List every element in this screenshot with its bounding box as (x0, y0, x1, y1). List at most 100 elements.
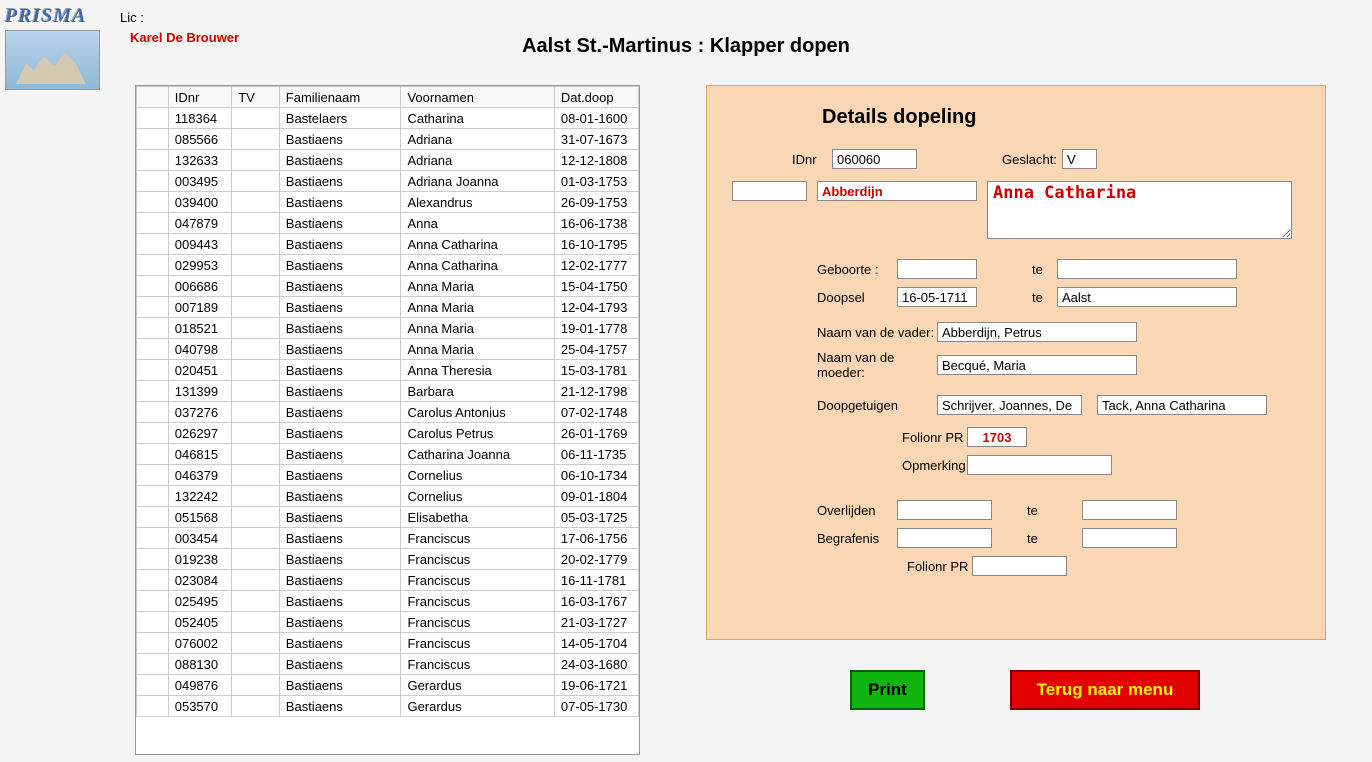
table-cell[interactable]: Franciscus (401, 549, 554, 570)
table-cell[interactable]: 037276 (168, 402, 231, 423)
table-cell[interactable]: 023084 (168, 570, 231, 591)
table-cell[interactable]: Bastiaens (279, 192, 401, 213)
geboorte-place[interactable] (1057, 259, 1237, 279)
table-cell[interactable]: Franciscus (401, 591, 554, 612)
table-cell[interactable] (137, 297, 169, 318)
table-row[interactable]: 040798BastiaensAnna Maria25-04-1757 (137, 339, 639, 360)
table-row[interactable]: 039400BastiaensAlexandrus26-09-1753 (137, 192, 639, 213)
records-table-scroll[interactable]: IDnr TV Familienaam Voornamen Dat.doop 1… (136, 86, 639, 754)
table-cell[interactable] (137, 633, 169, 654)
table-cell[interactable]: 26-09-1753 (554, 192, 638, 213)
table-cell[interactable]: 132242 (168, 486, 231, 507)
table-cell[interactable] (232, 465, 280, 486)
table-row[interactable]: 132633BastiaensAdriana12-12-1808 (137, 150, 639, 171)
table-cell[interactable]: Bastiaens (279, 675, 401, 696)
familienaam-value[interactable] (817, 181, 977, 201)
table-cell[interactable]: 052405 (168, 612, 231, 633)
table-cell[interactable]: Franciscus (401, 633, 554, 654)
table-cell[interactable] (232, 129, 280, 150)
table-cell[interactable]: 16-03-1767 (554, 591, 638, 612)
print-button[interactable]: Print (850, 670, 925, 710)
table-cell[interactable]: 049876 (168, 675, 231, 696)
table-cell[interactable]: 132633 (168, 150, 231, 171)
table-cell[interactable] (137, 360, 169, 381)
table-cell[interactable]: Barbara (401, 381, 554, 402)
table-cell[interactable]: Elisabetha (401, 507, 554, 528)
table-cell[interactable]: 21-12-1798 (554, 381, 638, 402)
table-cell[interactable]: 15-03-1781 (554, 360, 638, 381)
table-cell[interactable]: Bastiaens (279, 402, 401, 423)
table-cell[interactable]: 051568 (168, 507, 231, 528)
table-cell[interactable] (232, 108, 280, 129)
folio-value[interactable] (967, 427, 1027, 447)
col-familienaam[interactable]: Familienaam (279, 87, 401, 108)
table-cell[interactable]: Bastiaens (279, 297, 401, 318)
table-cell[interactable] (232, 297, 280, 318)
table-cell[interactable]: 118364 (168, 108, 231, 129)
table-cell[interactable] (137, 381, 169, 402)
table-cell[interactable] (137, 654, 169, 675)
table-cell[interactable]: Catharina Joanna (401, 444, 554, 465)
table-cell[interactable]: Anna Catharina (401, 234, 554, 255)
table-row[interactable]: 118364BastelaersCatharina08-01-1600 (137, 108, 639, 129)
doopsel-date[interactable] (897, 287, 977, 307)
table-cell[interactable] (232, 675, 280, 696)
table-cell[interactable]: Bastiaens (279, 654, 401, 675)
table-cell[interactable]: 039400 (168, 192, 231, 213)
table-cell[interactable] (137, 276, 169, 297)
table-cell[interactable]: 21-03-1727 (554, 612, 638, 633)
table-row[interactable]: 047879BastiaensAnna16-06-1738 (137, 213, 639, 234)
table-cell[interactable]: 007189 (168, 297, 231, 318)
moeder-value[interactable] (937, 355, 1137, 375)
table-row[interactable]: 131399BastiaensBarbara21-12-1798 (137, 381, 639, 402)
table-row[interactable]: 049876BastiaensGerardus19-06-1721 (137, 675, 639, 696)
table-cell[interactable] (137, 423, 169, 444)
table-cell[interactable]: Catharina (401, 108, 554, 129)
table-row[interactable]: 029953BastiaensAnna Catharina12-02-1777 (137, 255, 639, 276)
folio2-value[interactable] (972, 556, 1067, 576)
table-cell[interactable]: 25-04-1757 (554, 339, 638, 360)
table-cell[interactable] (137, 192, 169, 213)
table-row[interactable]: 020451BastiaensAnna Theresia15-03-1781 (137, 360, 639, 381)
vader-value[interactable] (937, 322, 1137, 342)
table-row[interactable]: 019238BastiaensFranciscus20-02-1779 (137, 549, 639, 570)
table-cell[interactable] (232, 591, 280, 612)
table-cell[interactable]: 006686 (168, 276, 231, 297)
table-cell[interactable]: Franciscus (401, 528, 554, 549)
table-cell[interactable]: Franciscus (401, 570, 554, 591)
table-cell[interactable]: Bastiaens (279, 507, 401, 528)
table-cell[interactable] (232, 381, 280, 402)
table-cell[interactable] (137, 108, 169, 129)
table-cell[interactable]: Bastiaens (279, 234, 401, 255)
table-cell[interactable] (232, 444, 280, 465)
name-prefix[interactable] (732, 181, 807, 201)
table-cell[interactable]: Bastiaens (279, 612, 401, 633)
table-row[interactable]: 132242BastiaensCornelius09-01-1804 (137, 486, 639, 507)
table-cell[interactable]: 09-01-1804 (554, 486, 638, 507)
table-cell[interactable]: Bastiaens (279, 549, 401, 570)
table-row[interactable]: 006686BastiaensAnna Maria15-04-1750 (137, 276, 639, 297)
table-cell[interactable]: Bastiaens (279, 696, 401, 717)
table-cell[interactable]: Bastiaens (279, 318, 401, 339)
table-cell[interactable]: 12-04-1793 (554, 297, 638, 318)
table-cell[interactable] (232, 360, 280, 381)
table-cell[interactable] (137, 402, 169, 423)
col-blank[interactable] (137, 87, 169, 108)
table-cell[interactable] (137, 171, 169, 192)
overlijden-place[interactable] (1082, 500, 1177, 520)
table-cell[interactable] (137, 213, 169, 234)
table-row[interactable]: 003454BastiaensFranciscus17-06-1756 (137, 528, 639, 549)
table-row[interactable]: 018521BastiaensAnna Maria19-01-1778 (137, 318, 639, 339)
table-cell[interactable]: Adriana (401, 129, 554, 150)
table-row[interactable]: 053570BastiaensGerardus07-05-1730 (137, 696, 639, 717)
table-cell[interactable]: 12-02-1777 (554, 255, 638, 276)
table-cell[interactable]: Bastiaens (279, 255, 401, 276)
table-row[interactable]: 051568BastiaensElisabetha05-03-1725 (137, 507, 639, 528)
opmerking-value[interactable] (967, 455, 1112, 475)
table-row[interactable]: 085566BastiaensAdriana31-07-1673 (137, 129, 639, 150)
table-cell[interactable]: 24-03-1680 (554, 654, 638, 675)
table-cell[interactable]: Carolus Antonius (401, 402, 554, 423)
table-cell[interactable]: 26-01-1769 (554, 423, 638, 444)
table-cell[interactable] (137, 549, 169, 570)
table-cell[interactable] (232, 150, 280, 171)
